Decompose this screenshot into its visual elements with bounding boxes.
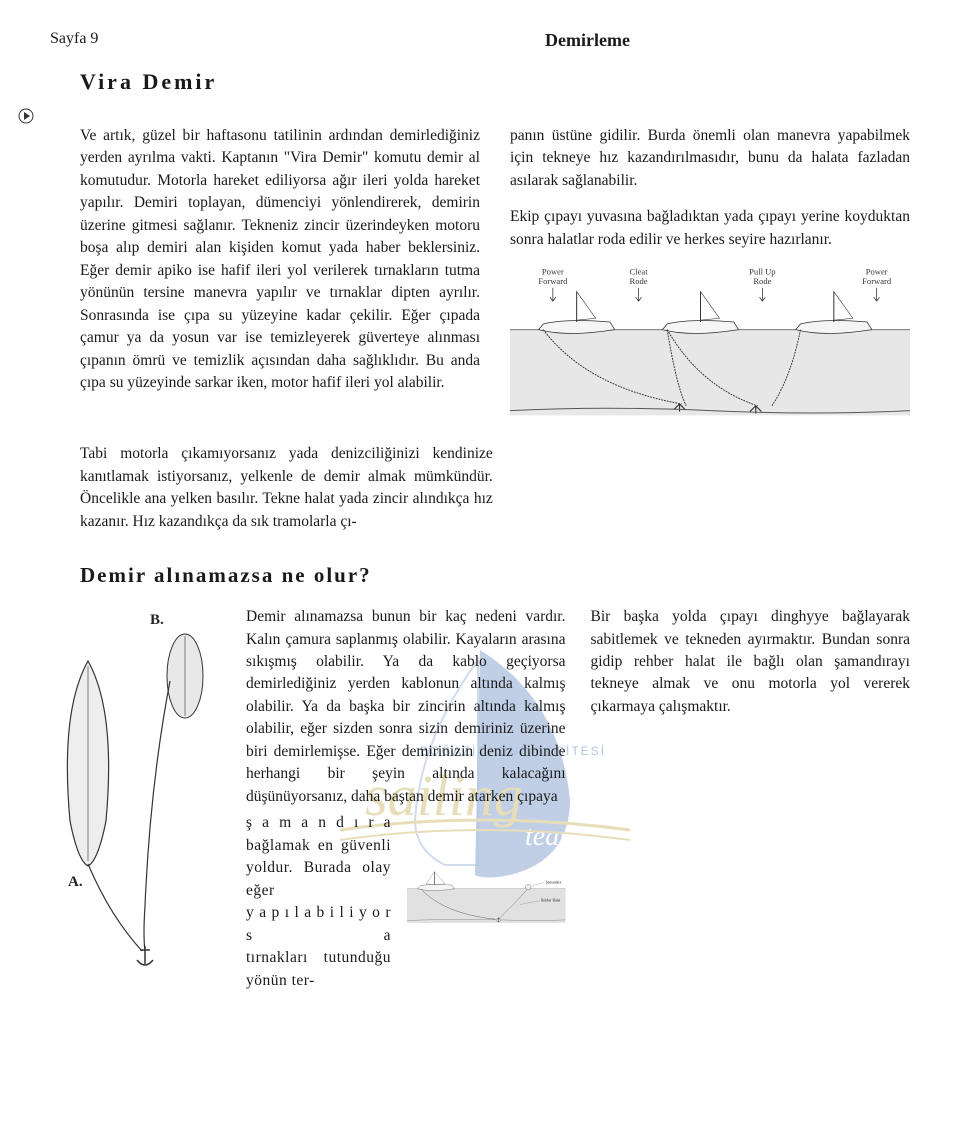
svg-text:Forward: Forward bbox=[862, 276, 892, 286]
svg-text:Rehber Halat: Rehber Halat bbox=[541, 899, 560, 903]
svg-text:Power: Power bbox=[542, 267, 564, 277]
svg-text:Power: Power bbox=[866, 267, 888, 277]
svg-text:Cleat: Cleat bbox=[630, 267, 649, 277]
lower-col-right: Bir başka yolda çıpayı dinghyye bağlayar… bbox=[591, 606, 911, 992]
diagram-anchor-retrieval: Power Forward Cleat Rode Pull Up Rode Po… bbox=[510, 263, 910, 415]
play-icon bbox=[18, 108, 34, 129]
section-title-vira-demir: Vira Demir bbox=[80, 69, 910, 95]
diagram-buoy-dinghy: Şamandıra Rehber Halat bbox=[407, 812, 566, 982]
body-right-p2: Ekip çıpayı yuvasına bağladıktan yada çı… bbox=[510, 206, 910, 251]
body-right-p1: panın üstüne gidilir. Burda önemli olan … bbox=[510, 125, 910, 192]
diagram-anchor-stuck: A. B. bbox=[50, 606, 230, 966]
body-continuation: Tabi motorla çıkamıyorsanız yada denizci… bbox=[80, 443, 493, 533]
svg-text:B.: B. bbox=[150, 612, 164, 628]
header-title: Demirleme bbox=[545, 30, 630, 51]
svg-text:Forward: Forward bbox=[538, 276, 568, 286]
section-title-demir-alinamazsa: Demir alınamazsa ne olur? bbox=[80, 563, 910, 588]
body-col-right: panın üstüne gidilir. Burda önemli olan … bbox=[510, 125, 910, 423]
svg-text:A.: A. bbox=[68, 874, 83, 890]
body-col-left: Ve artık, güzel bir haftasonu tatilinin … bbox=[80, 125, 480, 423]
lower-col-left: Demir alınamazsa bunun bir kaç nedeni va… bbox=[246, 606, 566, 808]
svg-text:Şamandıra: Şamandıra bbox=[546, 881, 562, 885]
page-number: Sayfa 9 bbox=[50, 30, 98, 51]
lower-tail-text: ş a m a n d ı r a bağlamak en güvenli yo… bbox=[246, 812, 391, 992]
svg-text:Rode: Rode bbox=[630, 276, 648, 286]
svg-text:Rode: Rode bbox=[753, 276, 771, 286]
svg-text:Pull Up: Pull Up bbox=[749, 267, 775, 277]
